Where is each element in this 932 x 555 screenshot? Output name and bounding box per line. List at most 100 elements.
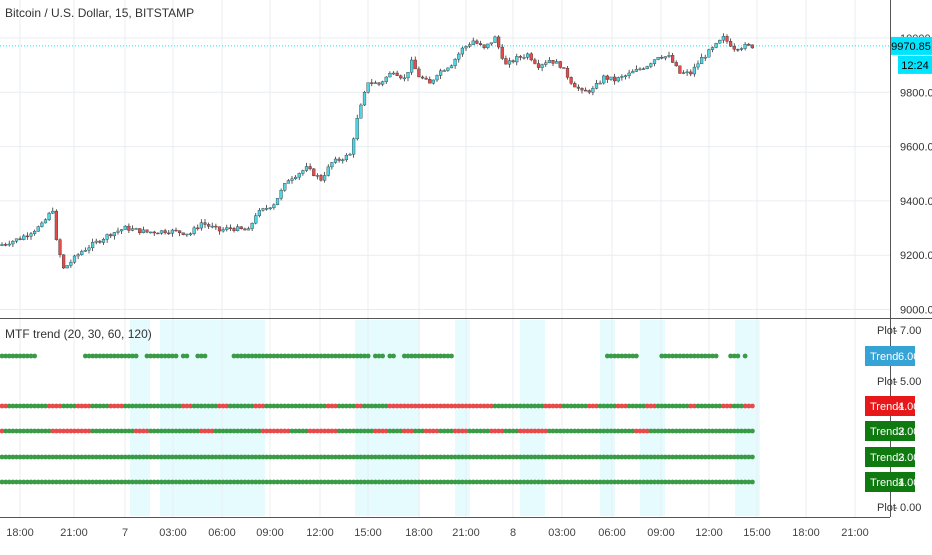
trend-dot [17, 353, 23, 359]
trend-dot [416, 454, 422, 460]
trend-dot [188, 428, 193, 434]
trend-dot [463, 428, 469, 434]
candle-body [275, 198, 280, 206]
trend-dot [104, 454, 110, 460]
trend-dot [184, 479, 190, 485]
trend-dot [412, 403, 418, 409]
trend-dot [32, 403, 38, 409]
trend-dot [554, 479, 560, 485]
trend-dot [597, 428, 603, 434]
trend-dot [231, 454, 237, 460]
candle-body [47, 212, 51, 220]
candle-body [598, 82, 602, 85]
trend-badge-value: 1.00 [898, 477, 919, 489]
trend-dot [575, 479, 581, 485]
trend-dot [220, 479, 226, 485]
trend-dot [82, 479, 88, 485]
trend-dot [46, 479, 52, 485]
trend-dot [249, 353, 255, 359]
trend-dot [742, 479, 748, 485]
trend-dot [467, 403, 473, 409]
trend-dot [39, 454, 45, 460]
candle-body [457, 53, 461, 60]
candle-body [453, 59, 457, 66]
trend-dot [191, 454, 197, 460]
candle-body [181, 232, 185, 235]
candle-body [406, 72, 410, 79]
trend-dot [474, 479, 480, 485]
trend-dot [546, 454, 552, 460]
trend-dot [488, 428, 494, 434]
candle-body [591, 88, 595, 93]
trend-dot [409, 454, 415, 460]
trend-dot [285, 403, 291, 409]
trend-dot [456, 454, 462, 460]
candle-body [265, 208, 269, 210]
indicator-title[interactable]: MTF trend (20, 30, 60, 120) [5, 327, 152, 341]
trend-dot [122, 479, 128, 485]
trend-dot [14, 353, 19, 359]
trend-dot [434, 428, 440, 434]
y-tick-label: 9800.00 [900, 87, 932, 99]
trend-dot [510, 479, 516, 485]
trend-dot [104, 353, 110, 359]
trend-dot [155, 479, 161, 485]
trend-dot [597, 403, 603, 409]
trend-dot [488, 403, 494, 409]
trend-dot [623, 479, 628, 485]
trend-dot [626, 428, 632, 434]
trend-dot [14, 403, 19, 409]
trend-dot [572, 479, 578, 485]
trend-dot [579, 479, 585, 485]
trend-dot [699, 353, 705, 359]
trend-dot [365, 353, 371, 359]
trend-dot [615, 403, 621, 409]
trend-dot [50, 403, 56, 409]
candle-body [681, 72, 686, 74]
candle-body [493, 36, 497, 43]
trend-dot [17, 403, 23, 409]
trend-dot [401, 454, 407, 460]
candle-body [123, 225, 127, 230]
trend-dot [351, 428, 357, 434]
trend-dot [478, 403, 483, 409]
candle-body [435, 75, 439, 81]
trend-dot [198, 428, 204, 434]
trend-dot [739, 403, 744, 409]
trend-dot [409, 479, 415, 485]
trend-dot [64, 428, 70, 434]
candle-body [72, 255, 77, 263]
trend-dot [336, 428, 342, 434]
candle-body [170, 229, 174, 234]
trend-dot [180, 353, 186, 359]
candle-body [199, 222, 203, 229]
trend-dot [441, 454, 447, 460]
trend-dot [198, 479, 204, 485]
candle-body [51, 210, 55, 214]
trend-dot [224, 479, 230, 485]
trend-dot [492, 479, 498, 485]
candle-body [667, 55, 671, 57]
trend-dot [213, 454, 219, 460]
trend-dot [742, 428, 748, 434]
x-tick-label: 21:00 [60, 527, 88, 539]
trend-dot [322, 403, 328, 409]
axes[interactable]: 18:00 21:00 7 03:00 06:00 09:00 12:00 15:00 18:0… [6, 33, 932, 539]
candle-body [558, 61, 562, 68]
trend-dot [688, 403, 694, 409]
trend-dot [162, 353, 168, 359]
trend-dot [746, 403, 752, 409]
trend-dot [401, 479, 407, 485]
trend-dot [231, 428, 237, 434]
candle-body [696, 63, 700, 68]
trend-dot [293, 428, 299, 434]
trend-dot [82, 454, 88, 460]
trend-dot [735, 353, 741, 359]
trend-dot [206, 454, 212, 460]
trend-dot [641, 428, 647, 434]
trend-dot [539, 454, 545, 460]
trend-dot [235, 479, 241, 485]
trend-dot [387, 353, 393, 359]
trend-dot [358, 403, 364, 409]
